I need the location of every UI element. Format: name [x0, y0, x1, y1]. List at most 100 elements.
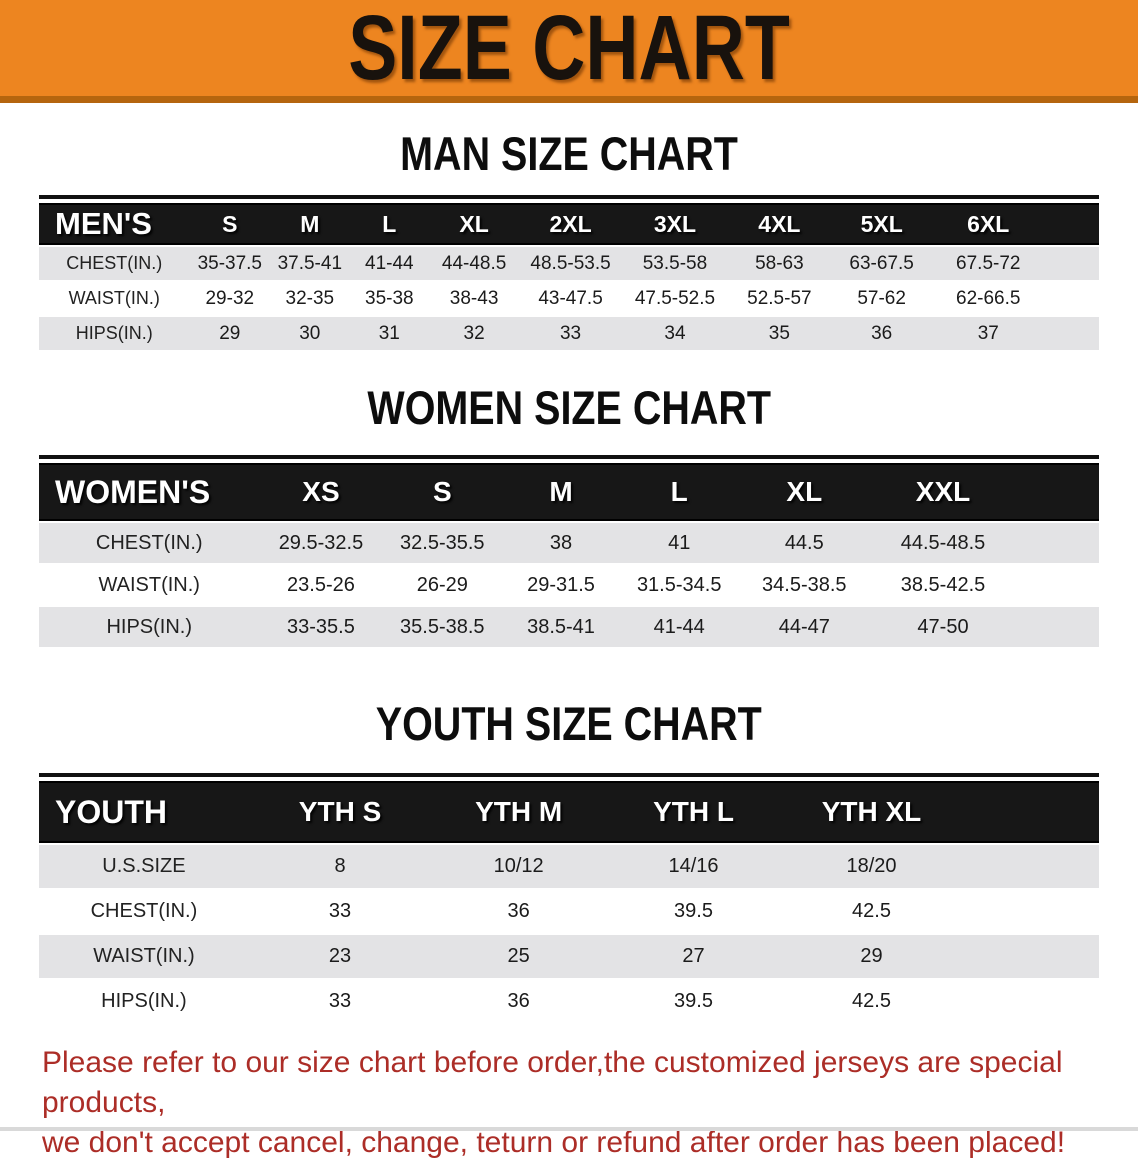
size-value-cell: 31.5-34.5	[619, 563, 739, 605]
size-value-cell: 62-66.5	[932, 280, 1099, 315]
size-value-cell: 38.5-42.5	[870, 563, 1099, 605]
size-value-cell: 18/20	[780, 843, 1099, 888]
size-value-cell: 32-35	[270, 280, 350, 315]
table-header-row: WOMEN'S XS S M L XL XXL	[39, 463, 1099, 521]
size-value-cell: 27	[606, 933, 781, 978]
size-value-cell: 44-48.5	[429, 245, 520, 280]
size-value-cell: 48.5-53.5	[519, 245, 622, 280]
womens-size-table-container: WOMEN'S XS S M L XL XXL CHEST(IN.) 29.5-32.5 32.5…	[39, 455, 1099, 647]
size-value-cell: 36	[431, 888, 607, 933]
size-value-cell: 63-67.5	[830, 245, 933, 280]
man-size-chart-heading: MAN SIZE CHART	[0, 130, 1138, 177]
size-value-cell: 8	[248, 843, 432, 888]
size-column-header: XL	[429, 203, 520, 245]
size-value-cell: 67.5-72	[932, 245, 1099, 280]
size-value-cell: 23.5-26	[259, 563, 383, 605]
women-size-chart-heading-text: WOMEN SIZE CHART	[367, 381, 771, 434]
size-value-cell: 29	[780, 933, 1099, 978]
size-column-header: YTH L	[606, 781, 781, 843]
size-value-cell: 43-47.5	[519, 280, 622, 315]
size-value-cell: 25	[431, 933, 607, 978]
size-value-cell: 33	[248, 888, 432, 933]
size-value-cell: 42.5	[780, 888, 1099, 933]
size-value-cell: 10/12	[431, 843, 607, 888]
size-value-cell: 29-31.5	[502, 563, 620, 605]
size-value-cell: 14/16	[606, 843, 781, 888]
table-row: CHEST(IN.) 35-37.5 37.5-41 41-44 44-48.5 48.5…	[39, 245, 1099, 280]
youth-size-table-container: YOUTH YTH S YTH M YTH L YTH XL U.S.SIZE 8 10/12…	[39, 773, 1099, 1023]
table-row: WAIST(IN.) 29-32 32-35 35-38 38-43 43-47.5 47.…	[39, 280, 1099, 315]
mens-size-table: MEN'S S M L XL 2XL 3XL 4XL 5XL 6XL CHEST(IN.) 35-37…	[39, 203, 1099, 350]
size-value-cell: 41	[619, 521, 739, 563]
row-label: HIPS(IN.)	[39, 315, 190, 350]
row-label: WAIST(IN.)	[39, 933, 249, 978]
women-size-chart-heading: WOMEN SIZE CHART	[0, 384, 1138, 431]
table-header-row: MEN'S S M L XL 2XL 3XL 4XL 5XL 6XL	[39, 203, 1099, 245]
size-value-cell: 44.5-48.5	[870, 521, 1099, 563]
row-label: CHEST(IN.)	[39, 521, 260, 563]
table-top-rule	[39, 455, 1099, 459]
size-column-header: YTH M	[431, 781, 607, 843]
size-column-header: S	[189, 203, 271, 245]
size-value-cell: 47-50	[870, 605, 1099, 647]
size-value-cell: 29.5-32.5	[259, 521, 383, 563]
disclaimer-line-1: Please refer to our size chart before or…	[42, 1046, 1063, 1119]
size-column-header: 6XL	[932, 203, 1099, 245]
womens-size-table: WOMEN'S XS S M L XL XXL CHEST(IN.) 29.5-32.5 32.5…	[39, 463, 1099, 647]
size-value-cell: 53.5-58	[621, 245, 728, 280]
size-value-cell: 23	[248, 933, 432, 978]
size-value-cell: 52.5-57	[727, 280, 831, 315]
banner-title: SIZE CHART	[348, 0, 790, 99]
size-value-cell: 33	[519, 315, 622, 350]
table-row: CHEST(IN.) 29.5-32.5 32.5-35.5 38 41 44.5 44.5…	[39, 521, 1099, 563]
table-corner-label: WOMEN'S	[39, 463, 260, 521]
row-label: CHEST(IN.)	[39, 245, 190, 280]
size-value-cell: 39.5	[606, 978, 781, 1023]
size-column-header: YTH XL	[780, 781, 1099, 843]
size-value-cell: 32	[429, 315, 520, 350]
size-column-header: M	[270, 203, 350, 245]
size-value-cell: 36	[830, 315, 933, 350]
table-top-rule	[39, 773, 1099, 777]
table-row: WAIST(IN.) 23.5-26 26-29 29-31.5 31.5-34.5 34…	[39, 563, 1099, 605]
size-column-header: XS	[259, 463, 383, 521]
size-value-cell: 32.5-35.5	[382, 521, 503, 563]
table-header-row: YOUTH YTH S YTH M YTH L YTH XL	[39, 781, 1099, 843]
size-value-cell: 42.5	[780, 978, 1099, 1023]
row-label: WAIST(IN.)	[39, 563, 260, 605]
man-size-chart-heading-text: MAN SIZE CHART	[400, 127, 738, 180]
size-column-header: YTH S	[248, 781, 432, 843]
bottom-edge-strip	[0, 1127, 1138, 1131]
youth-size-chart-heading-text: YOUTH SIZE CHART	[375, 697, 763, 750]
size-column-header: L	[619, 463, 739, 521]
size-value-cell: 35.5-38.5	[382, 605, 503, 647]
size-value-cell: 37	[932, 315, 1099, 350]
size-column-header: L	[349, 203, 430, 245]
size-column-header: 2XL	[519, 203, 622, 245]
row-label: HIPS(IN.)	[39, 978, 249, 1023]
size-value-cell: 44-47	[738, 605, 870, 647]
youth-size-chart-heading: YOUTH SIZE CHART	[0, 700, 1138, 747]
table-row: HIPS(IN.) 33-35.5 35.5-38.5 38.5-41 41-44 44-…	[39, 605, 1099, 647]
table-top-rule	[39, 195, 1099, 199]
mens-size-table-container: MEN'S S M L XL 2XL 3XL 4XL 5XL 6XL CHEST(IN.) 35-37…	[39, 195, 1099, 350]
table-corner-label: YOUTH	[39, 781, 249, 843]
size-column-header: M	[502, 463, 620, 521]
size-chart-banner: SIZE CHART	[0, 0, 1138, 103]
size-value-cell: 58-63	[727, 245, 831, 280]
table-row: WAIST(IN.) 23 25 27 29	[39, 933, 1099, 978]
size-column-header: XL	[738, 463, 870, 521]
size-value-cell: 38.5-41	[502, 605, 620, 647]
youth-size-table: YOUTH YTH S YTH M YTH L YTH XL U.S.SIZE 8 10/12…	[39, 781, 1099, 1023]
table-corner-label: MEN'S	[39, 203, 190, 245]
row-label: CHEST(IN.)	[39, 888, 249, 933]
size-value-cell: 44.5	[738, 521, 870, 563]
size-value-cell: 34	[621, 315, 728, 350]
table-row: U.S.SIZE 8 10/12 14/16 18/20	[39, 843, 1099, 888]
row-label: U.S.SIZE	[39, 843, 249, 888]
size-value-cell: 33-35.5	[259, 605, 383, 647]
size-value-cell: 35-37.5	[189, 245, 271, 280]
size-column-header: 4XL	[727, 203, 831, 245]
order-disclaimer-note: Please refer to our size chart before or…	[42, 1043, 1108, 1163]
size-column-header: 5XL	[830, 203, 933, 245]
